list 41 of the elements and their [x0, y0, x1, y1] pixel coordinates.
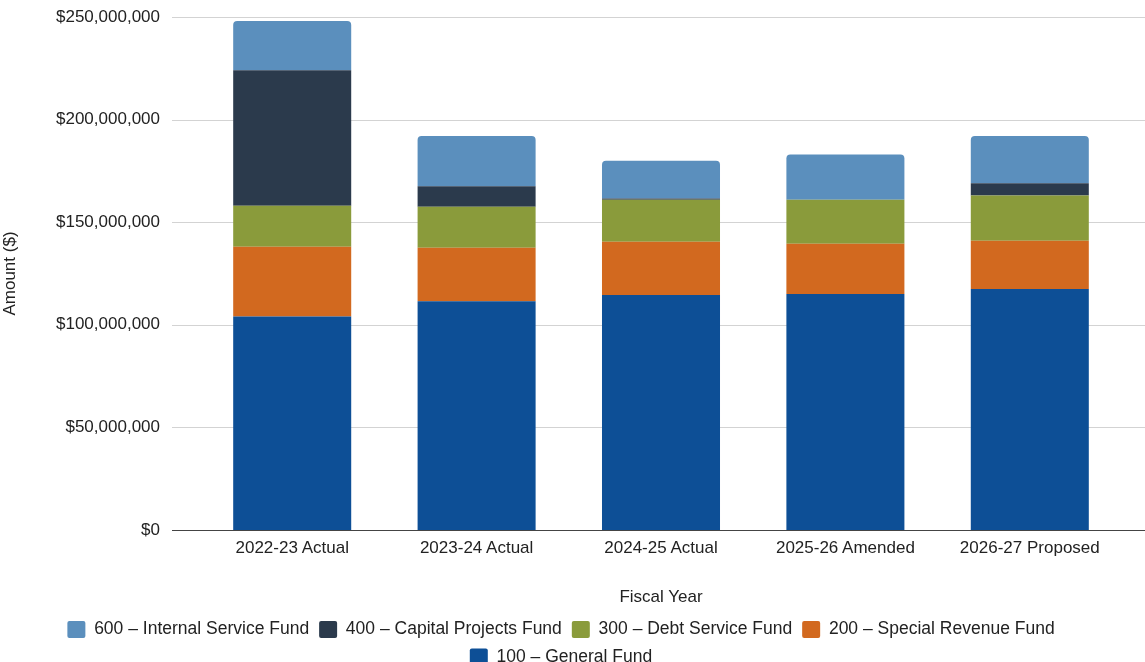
y-tick-label: $0	[141, 519, 160, 539]
bar	[970, 183, 1089, 196]
bar	[970, 136, 1089, 184]
bar	[786, 294, 905, 530]
bar	[970, 288, 1089, 530]
bar	[417, 247, 536, 302]
bar	[233, 316, 352, 530]
y-tick-label: $50,000,000	[65, 417, 160, 437]
x-axis-title: Fiscal Year	[619, 587, 703, 607]
bar	[786, 199, 905, 244]
bar	[970, 240, 1089, 289]
legend-label: 200 – Special Revenue Fund	[828, 618, 1055, 639]
legend-label: 600 – Internal Service Fund	[94, 618, 310, 639]
bar	[233, 21, 352, 71]
legend-label: 300 – Debt Service Fund	[598, 618, 793, 639]
y-tick-label: $200,000,000	[56, 109, 160, 129]
legend-label: 400 – Capital Projects Fund	[345, 618, 562, 639]
y-tick-label: $250,000,000	[56, 6, 160, 26]
x-tick-label: 2026-27 Proposed	[959, 537, 1100, 557]
y-axis-title: Amount ($)	[0, 231, 19, 316]
bar	[601, 199, 721, 242]
x-tick-label: 2025-26 Amended	[775, 537, 915, 557]
x-tick-label: 2024-25 Actual	[604, 537, 718, 557]
bar	[417, 206, 536, 248]
bar	[417, 301, 536, 530]
bar	[601, 160, 721, 199]
bar	[970, 195, 1089, 241]
bar	[601, 295, 721, 530]
y-tick-label: $150,000,000	[56, 211, 160, 231]
y-tick-label: $100,000,000	[56, 314, 160, 334]
bar	[417, 186, 536, 207]
bar	[786, 154, 905, 200]
x-tick-label: 2022-23 Actual	[235, 537, 349, 557]
bar	[233, 70, 352, 206]
x-tick-label: 2023-24 Actual	[419, 537, 534, 557]
bar	[417, 136, 536, 187]
bar	[233, 246, 352, 317]
bar	[233, 205, 352, 247]
bar	[601, 241, 721, 296]
legend-label: 100 – General Fund	[496, 645, 653, 662]
bar	[786, 243, 905, 295]
